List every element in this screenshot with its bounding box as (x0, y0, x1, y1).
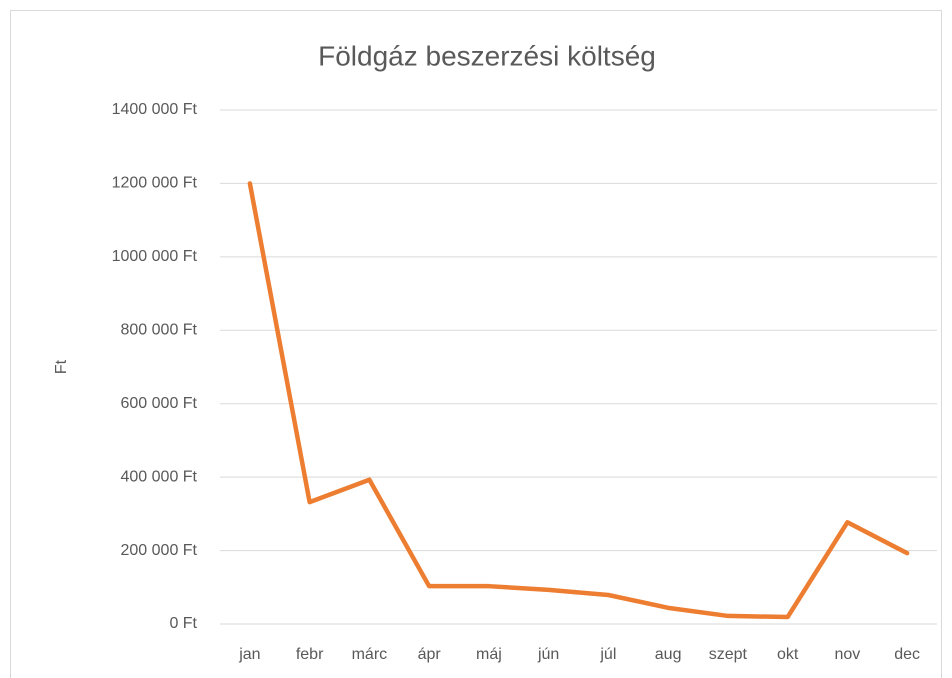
y-tick-label: 800 000 Ft (121, 322, 198, 339)
x-tick-label: jan (238, 646, 260, 663)
y-tick-label: 1000 000 Ft (112, 248, 198, 265)
chart-border (10, 10, 942, 678)
y-tick-label: 0 Ft (169, 615, 197, 632)
x-tick-label: febr (296, 646, 324, 663)
y-tick-label: 1200 000 Ft (112, 175, 198, 192)
y-axis-label: Ft (53, 359, 70, 374)
y-tick-label: 1400 000 Ft (112, 101, 198, 118)
x-tick-label: márc (352, 646, 388, 663)
x-tick-label: okt (777, 646, 799, 663)
line-series (247, 181, 910, 620)
x-tick-label: máj (476, 646, 502, 663)
y-tick-label: 400 000 Ft (121, 468, 198, 485)
y-tick-label: 600 000 Ft (121, 395, 198, 412)
x-tick-label: ápr (418, 646, 442, 663)
x-tick-label: jún (537, 646, 559, 663)
x-tick-label: dec (894, 646, 920, 663)
x-tick-label: aug (655, 646, 682, 663)
x-tick-label: szept (709, 646, 748, 663)
x-tick-label: nov (834, 646, 860, 663)
x-tick-label: júl (599, 646, 616, 663)
chart-title: Földgáz beszerzési költség (318, 40, 656, 71)
y-tick-label: 200 000 Ft (121, 542, 198, 559)
